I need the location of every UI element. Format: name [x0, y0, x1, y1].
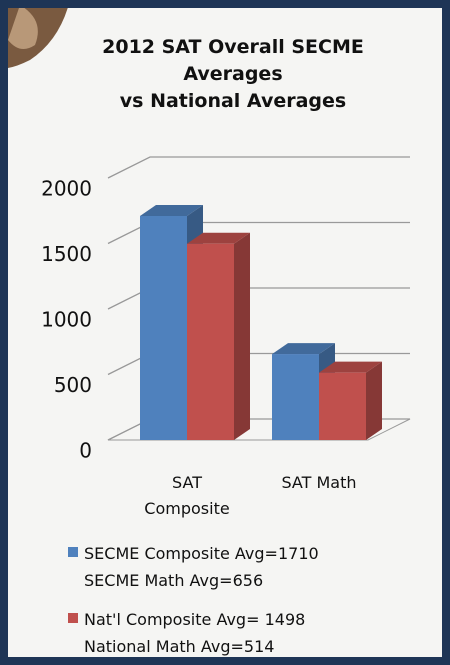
bar-top — [319, 361, 382, 373]
bar-top — [140, 204, 203, 216]
bar-side — [366, 361, 382, 440]
legend-swatch — [68, 613, 78, 623]
grid-line — [107, 156, 410, 179]
y-tick-label: 500 — [54, 373, 92, 397]
bar-top — [187, 232, 250, 244]
bar — [272, 354, 319, 440]
x-tick-label: SAT Math — [281, 473, 357, 492]
bar-top — [272, 343, 335, 355]
legend-swatch — [68, 547, 78, 557]
photo-detail — [8, 8, 38, 49]
y-tick-label: 1000 — [41, 308, 92, 332]
bar — [140, 215, 187, 440]
bar — [187, 243, 234, 440]
x-tick-label: SAT Composite — [144, 473, 230, 518]
y-tick-label: 2000 — [41, 177, 92, 201]
chart-title: 2012 SAT Overall SECME Averages vs Natio… — [102, 36, 364, 112]
y-tick-label: 1500 — [41, 242, 92, 266]
legend-label: SECME Composite Avg=1710 SECME Math Avg=… — [84, 544, 319, 590]
legend-label: Nat'l Composite Avg= 1498 National Math … — [84, 610, 306, 656]
bar — [319, 372, 366, 440]
y-tick-label: 0 — [79, 439, 92, 463]
bar-side — [234, 232, 250, 440]
